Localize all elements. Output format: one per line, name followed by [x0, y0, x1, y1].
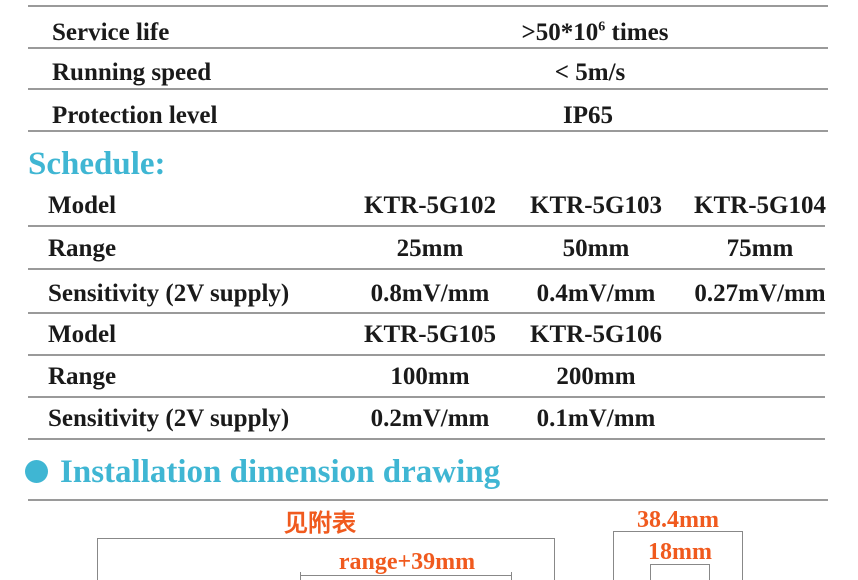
dimension-line: [650, 564, 710, 565]
schedule-row-label: Sensitivity (2V supply): [48, 280, 290, 307]
schedule-cell: 75mm: [726, 235, 794, 262]
schedule-cell: KTR-5G105: [364, 321, 496, 348]
schedule-row-label: Model: [48, 321, 117, 348]
dimension-width-label: 38.4mm: [637, 507, 719, 533]
schedule-heading: Schedule:: [28, 146, 166, 182]
divider: [28, 225, 825, 227]
schedule-cell: 0.1mV/mm: [536, 405, 656, 432]
spec-value: < 5m/s: [554, 59, 626, 86]
schedule-cell: 25mm: [396, 235, 464, 262]
divider: [28, 47, 828, 49]
spec-label: Running speed: [52, 59, 212, 86]
dimension-line: [300, 575, 512, 576]
schedule-cell: KTR-5G106: [530, 321, 662, 348]
schedule-cell: 50mm: [562, 235, 630, 262]
dimension-line: [511, 572, 512, 580]
dimension-line: [613, 531, 614, 580]
divider: [28, 5, 828, 7]
divider: [28, 438, 825, 440]
schedule-row-label: Range: [48, 235, 117, 262]
divider: [28, 354, 825, 356]
schedule-cell: 0.4mV/mm: [536, 280, 656, 307]
schedule-row-label: Sensitivity (2V supply): [48, 405, 290, 432]
spec-label: Service life: [52, 19, 170, 46]
dimension-inner-label: 18mm: [648, 539, 712, 565]
schedule-cell: 100mm: [390, 363, 470, 390]
dimension-line: [97, 538, 555, 539]
dimension-line: [613, 531, 743, 532]
dimension-stroke-label: range+39mm: [338, 549, 476, 575]
dimension-line: [742, 531, 743, 580]
spec-label: Protection level: [52, 102, 218, 129]
divider: [28, 312, 825, 314]
schedule-cell: 0.2mV/mm: [370, 405, 490, 432]
installation-heading: Installation dimension drawing: [60, 454, 501, 490]
dimension-line: [300, 572, 301, 580]
dimension-line: [709, 564, 710, 580]
schedule-cell: KTR-5G102: [364, 192, 496, 219]
divider: [28, 499, 828, 501]
schedule-row-label: Model: [48, 192, 117, 219]
schedule-cell: 0.8mV/mm: [370, 280, 490, 307]
dimension-total-label: 见附表: [284, 511, 356, 537]
divider: [28, 268, 825, 270]
dimension-line: [97, 538, 98, 580]
divider: [28, 396, 825, 398]
spec-value: IP65: [563, 102, 613, 129]
divider: [28, 130, 828, 132]
schedule-cell: 0.27mV/mm: [694, 280, 826, 307]
divider: [28, 88, 828, 90]
dimension-line: [554, 538, 555, 580]
schedule-cell: KTR-5G104: [694, 192, 826, 219]
schedule-cell: 200mm: [556, 363, 636, 390]
spec-value: >50*106 times: [521, 19, 669, 46]
schedule-cell: KTR-5G103: [530, 192, 662, 219]
dimension-line: [650, 564, 651, 580]
bullet-icon: [25, 460, 48, 483]
schedule-row-label: Range: [48, 363, 117, 390]
